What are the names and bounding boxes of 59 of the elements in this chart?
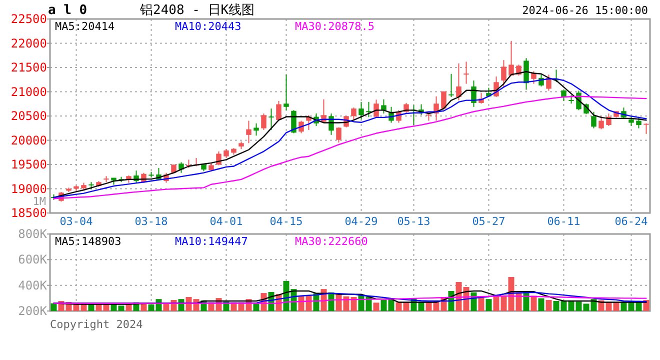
text: 1M — [32, 195, 46, 208]
x-tick-label: 05-13 — [397, 215, 430, 228]
x-tick-label: 06-24 — [614, 215, 648, 228]
candlestick — [456, 62, 462, 101]
candlestick — [591, 111, 596, 129]
y-tick-label: 800K — [18, 227, 48, 241]
y-tick-label: 19500 — [10, 158, 47, 172]
candlestick — [441, 90, 446, 110]
y-tick-label: 21500 — [10, 60, 47, 74]
candlestick — [246, 120, 252, 144]
candlestick — [381, 98, 386, 114]
text: MA5:20414 — [55, 20, 115, 33]
y-tick-label: 20500 — [10, 109, 47, 123]
text: MA10:20443 — [175, 20, 242, 33]
x-tick-label: 04-29 — [344, 215, 378, 228]
y-tick-label: 21000 — [10, 84, 47, 99]
candlestick — [644, 122, 649, 134]
candlestick — [448, 73, 454, 98]
x-tick-label: 04-01 — [210, 215, 243, 228]
y-tick-label: 19000 — [10, 182, 47, 196]
x-tick-label: 03-04 — [60, 215, 94, 228]
text: MA5:148903 — [55, 235, 122, 248]
x-tick-label: 05-27 — [472, 215, 506, 228]
candlestick — [261, 112, 266, 130]
y-tick-label: 22500 — [10, 12, 47, 26]
text: Copyright 2024 — [50, 318, 144, 331]
text: MA10:149447 — [175, 235, 248, 248]
chart-title: 铝2408 - 日K线图 — [139, 3, 255, 18]
line-series — [53, 295, 647, 304]
text: MA30:222660 — [295, 235, 368, 248]
x-tick-label: 04-15 — [270, 215, 303, 228]
candlestick — [276, 100, 282, 121]
y-tick-label: 18500 — [10, 206, 47, 220]
y-tick-label: 600K — [18, 252, 48, 267]
candlestick — [336, 126, 342, 143]
candlestick — [268, 108, 274, 130]
candlestick — [636, 116, 642, 129]
y-tick-label: 20000 — [10, 133, 47, 148]
candlestick — [508, 40, 514, 76]
candlestick — [358, 101, 364, 120]
y-tick-label: 22000 — [10, 36, 47, 50]
candlestick — [216, 150, 222, 166]
chart-subtitle: a l 0 — [48, 3, 88, 18]
candlestick — [598, 116, 604, 130]
candlestick — [254, 122, 259, 136]
candlestick — [366, 101, 372, 118]
text: MA30:20878.5 — [295, 20, 374, 33]
x-tick-label: 03-18 — [134, 215, 168, 228]
candlestick — [178, 162, 184, 174]
candlestick — [628, 116, 634, 126]
y-tick-label: 200K — [18, 304, 48, 318]
candlestick — [531, 70, 536, 84]
text: 2024-06-26 15:00:00 — [522, 4, 648, 17]
y-tick-label: 400K — [18, 278, 48, 292]
candlestick — [351, 107, 356, 121]
x-tick-label: 06-11 — [547, 215, 580, 228]
candlestick — [284, 74, 289, 111]
candlestick — [501, 60, 506, 88]
candlestick — [464, 61, 469, 84]
